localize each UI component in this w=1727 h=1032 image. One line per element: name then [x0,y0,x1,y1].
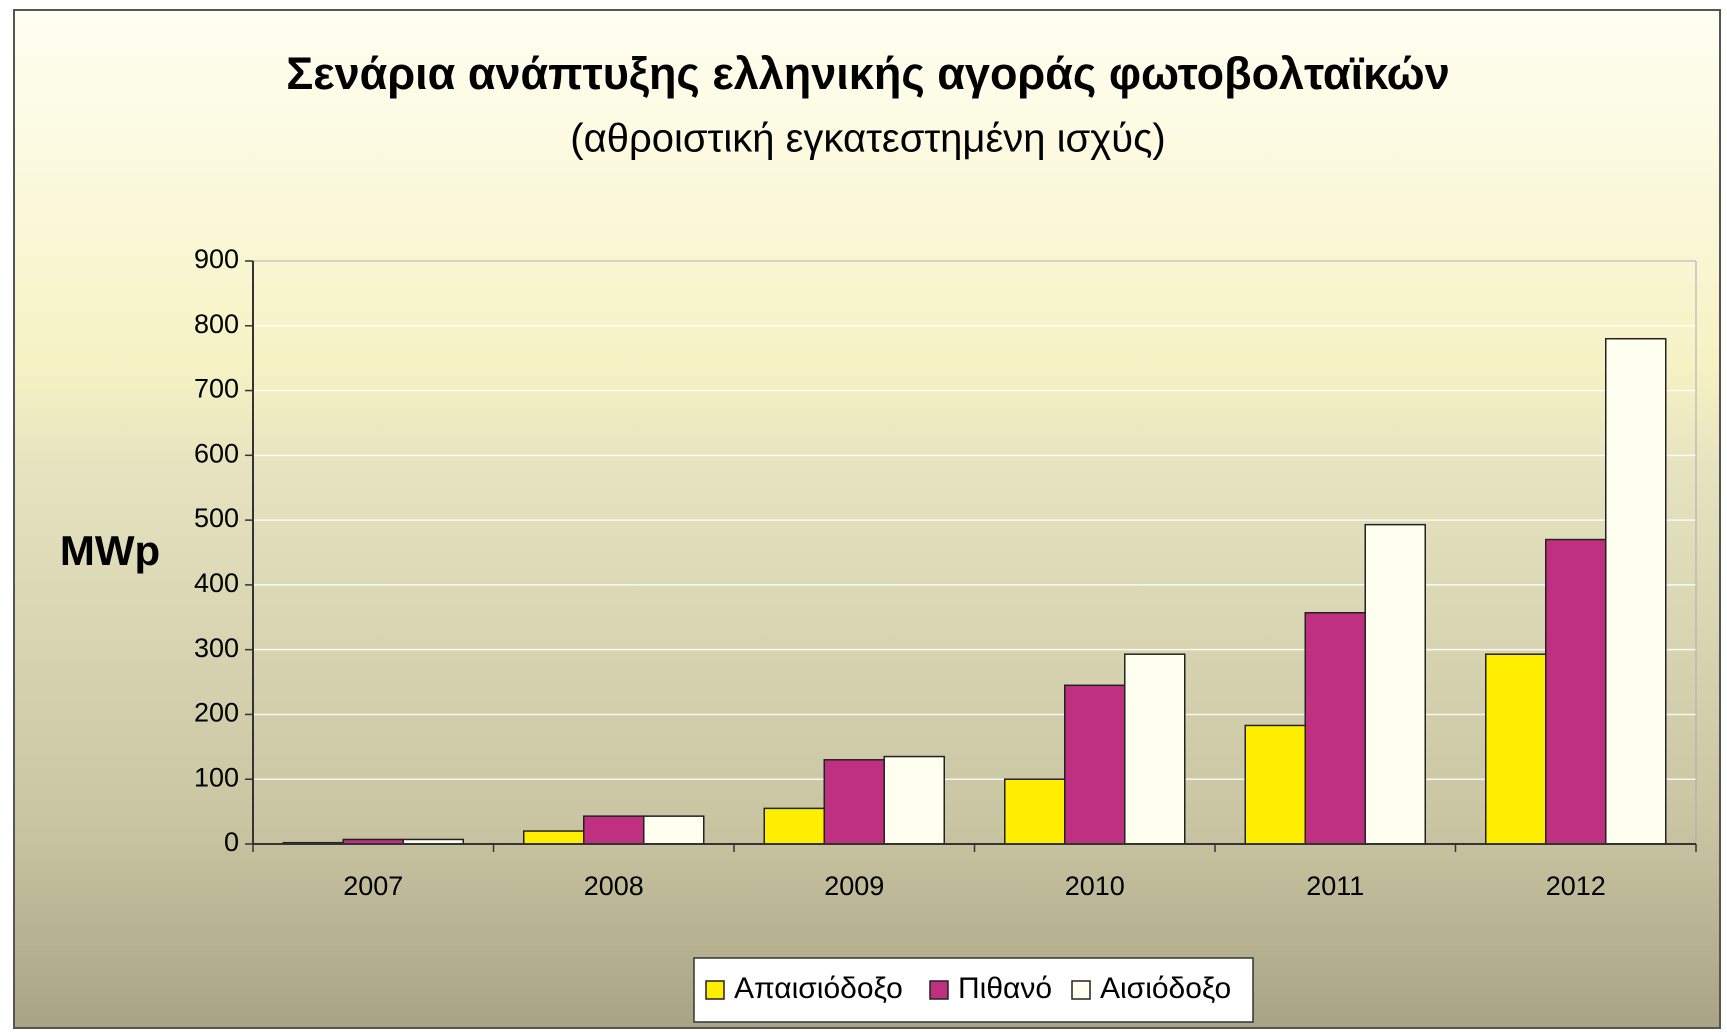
x-tick-label: 2007 [343,871,403,901]
legend-swatch [705,980,725,1000]
bar [763,807,825,845]
x-tick-label: 2010 [1065,871,1125,901]
x-tick-label: 2011 [1306,871,1364,901]
y-tick-label: 300 [194,633,239,663]
bar [823,759,885,845]
legend-swatch [1071,980,1091,1000]
legend-label: Πιθανό [958,972,1052,1005]
legend-label: Αισιόδοξο [1100,972,1231,1005]
y-tick-label: 600 [194,438,239,468]
chart-title: Σενάρια ανάπτυξης ελληνικής αγοράς φωτοβ… [286,48,1449,99]
y-tick-label: 500 [194,503,239,533]
y-tick-label: 100 [194,762,239,792]
y-tick-label: 200 [194,698,239,728]
bar [1304,611,1366,845]
bar [1364,523,1426,845]
legend [693,957,1254,1023]
bar [1124,653,1186,845]
x-tick-label: 2012 [1546,871,1606,901]
bar [1545,538,1607,845]
y-axis-label: MWp [60,527,160,574]
legend-label: Απαισιόδοξο [734,972,903,1005]
x-tick-label: 2008 [584,871,644,901]
bar [1244,724,1306,845]
bar [523,830,585,845]
bar [1605,337,1667,845]
bar [1485,653,1547,845]
y-tick-label: 700 [194,374,239,404]
y-tick-label: 800 [194,309,239,339]
bar [583,815,645,845]
chart-subtitle: (αθροιστική εγκατεστημένη ισχύς) [570,117,1165,161]
x-tick-label: 2009 [824,871,884,901]
y-tick-label: 400 [194,568,239,598]
y-tick-label: 0 [224,827,239,857]
bar [1004,778,1066,845]
bar [643,815,705,845]
legend-swatch [929,980,949,1000]
y-tick-label: 900 [194,244,239,274]
bar [883,755,945,845]
bar [1064,684,1126,845]
chart-background [13,9,1721,1029]
